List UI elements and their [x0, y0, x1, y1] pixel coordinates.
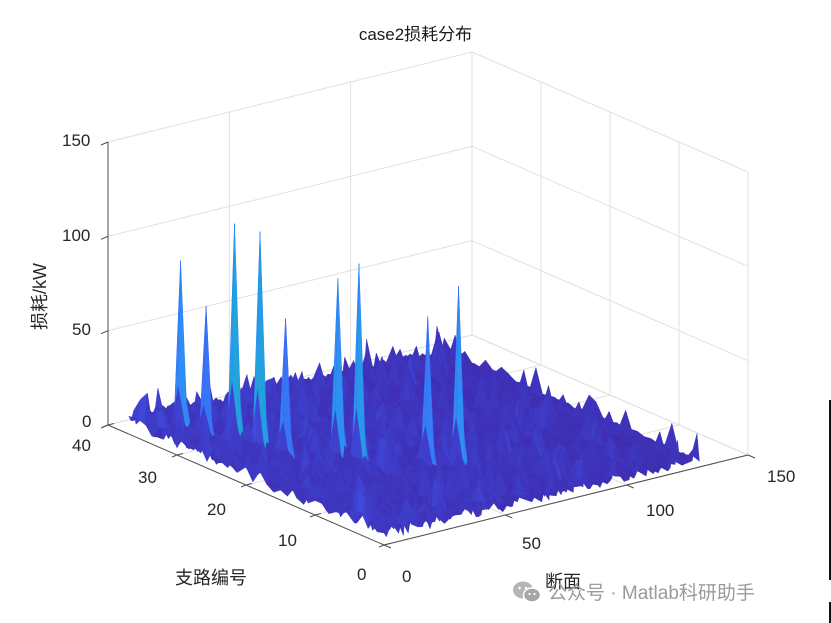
- axis-lines: [100, 141, 756, 549]
- z-tick-50: 50: [72, 320, 91, 339]
- y-tick-10: 10: [278, 531, 297, 550]
- frame-edge: [829, 400, 831, 580]
- y-tick-0: 0: [357, 565, 367, 584]
- wechat-icon: [513, 581, 542, 603]
- x-tick-100: 100: [646, 501, 675, 520]
- frame-edge: [829, 602, 831, 623]
- x-tick-150: 150: [767, 467, 796, 486]
- watermark: 公众号 · Matlab科研助手: [512, 578, 755, 605]
- y-tick-20: 20: [207, 500, 226, 519]
- z-tick-150: 150: [62, 131, 91, 150]
- y-axis-label: 支路编号: [175, 568, 247, 588]
- x-tick-50: 50: [522, 534, 541, 553]
- y-tick-30: 30: [138, 468, 157, 487]
- x-tick-0: 0: [402, 567, 412, 586]
- z-axis-label: 损耗/kW: [30, 263, 50, 330]
- z-tick-100: 100: [62, 226, 91, 245]
- y-tick-40: 40: [72, 436, 91, 455]
- surface-mesh: [128, 223, 700, 538]
- z-tick-0: 0: [82, 412, 92, 431]
- x-axis-label: 断面: [545, 572, 581, 592]
- watermark-text: 公众号 · Matlab科研助手: [548, 583, 755, 604]
- chart-title: case2损耗分布: [358, 25, 473, 44]
